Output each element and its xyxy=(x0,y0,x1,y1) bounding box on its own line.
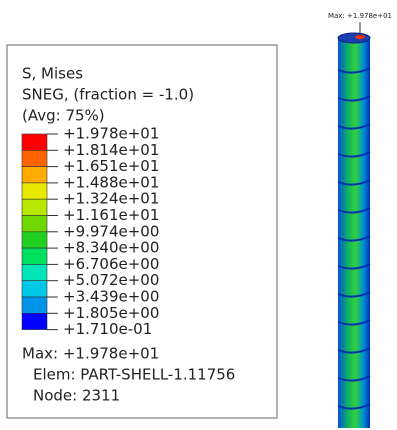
screen: S, Mises SNEG, (fraction = -1.0) (Avg: 75%… xyxy=(0,0,397,430)
legend-info: Node: 2311 xyxy=(33,387,120,405)
legend-level: +1.324e+01 xyxy=(63,190,159,208)
legend-level: +1.488e+01 xyxy=(63,173,159,191)
legend-level: +5.072e+00 xyxy=(63,271,159,289)
legend-band xyxy=(22,183,47,199)
legend-level: +1.651e+01 xyxy=(63,157,159,175)
legend-band xyxy=(22,134,47,150)
legend-band xyxy=(22,167,47,183)
legend-title: (Avg: 75%) xyxy=(22,107,105,125)
legend-band xyxy=(22,216,47,232)
legend-level: +8.340e+00 xyxy=(63,239,159,257)
column-top xyxy=(338,33,370,43)
legend-band xyxy=(22,264,47,280)
legend-band xyxy=(22,248,47,264)
max-annotation: Max: +1.978e+01 xyxy=(328,12,392,20)
legend-band xyxy=(22,232,47,248)
legend-title: SNEG, (fraction = -1.0) xyxy=(22,86,194,104)
legend-info: Max: +1.978e+01 xyxy=(22,345,159,363)
legend-band xyxy=(22,150,47,166)
legend-band xyxy=(22,313,47,329)
legend-level: +1.814e+01 xyxy=(63,141,159,159)
legend-band xyxy=(22,281,47,297)
column-body xyxy=(338,37,370,428)
legend-info: Elem: PART-SHELL-1.11756 xyxy=(33,366,235,384)
legend-level: +1.161e+01 xyxy=(63,206,159,224)
legend-band xyxy=(22,297,47,313)
legend-level: +1.710e-01 xyxy=(63,320,152,338)
model: Max: +1.978e+01 xyxy=(328,12,392,428)
legend-level: +1.805e+00 xyxy=(63,304,159,322)
legend-title: S, Mises xyxy=(22,65,83,83)
legend-level: +6.706e+00 xyxy=(63,255,159,273)
legend-band xyxy=(22,199,47,215)
legend-level: +3.439e+00 xyxy=(63,288,159,306)
legend-level: +9.974e+00 xyxy=(63,222,159,240)
legend-level: +1.978e+01 xyxy=(63,125,159,143)
